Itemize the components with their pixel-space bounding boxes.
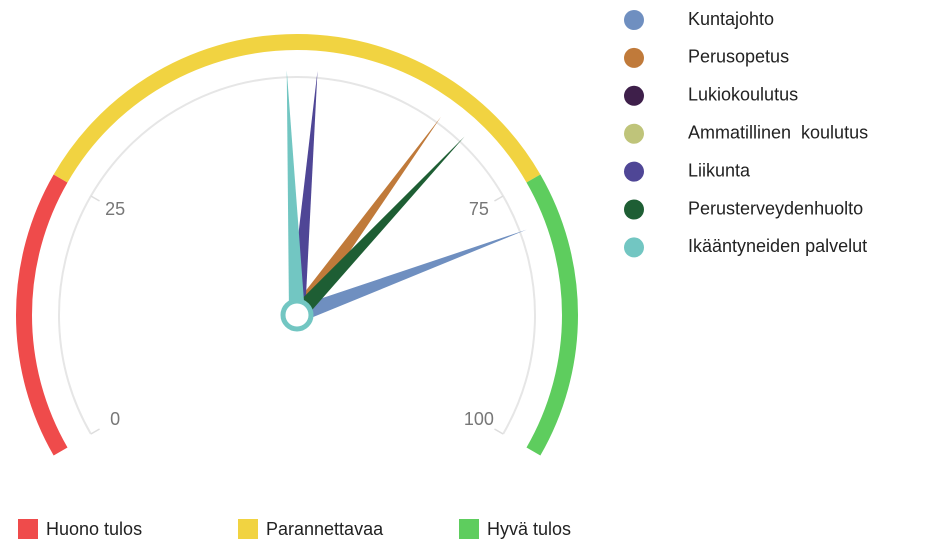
tick-mark	[494, 428, 504, 435]
tick-mark	[494, 195, 504, 202]
legend-marker	[624, 199, 644, 220]
legend-label: Perusopetus	[688, 47, 789, 67]
tick-label: 0	[110, 409, 120, 429]
legend-marker	[624, 85, 644, 106]
band-legend-label: Huono tulos	[46, 519, 142, 539]
band-legend-label: Parannettavaa	[266, 519, 384, 539]
needle	[290, 116, 442, 320]
scale-arc	[58, 76, 536, 435]
needle	[291, 136, 465, 321]
tick-mark	[90, 428, 100, 435]
legend-label: Liikunta	[688, 160, 751, 180]
tick-label: 75	[469, 199, 489, 219]
legend-label: Ikääntyneiden palvelut	[688, 236, 867, 256]
needle	[286, 70, 305, 316]
tick-label: 100	[464, 409, 494, 429]
needle	[294, 229, 527, 323]
legend-label: Perusterveydenhuolto	[688, 198, 863, 218]
legend-label: Ammatillinen koulutus	[688, 122, 868, 142]
band-legend-label: Hyvä tulos	[487, 519, 571, 539]
legend-label: Kuntajohto	[688, 9, 774, 29]
legend-marker	[624, 123, 644, 144]
band-legend-marker	[459, 519, 479, 539]
legend-marker	[624, 10, 644, 30]
tick-mark	[90, 195, 100, 202]
band	[526, 174, 578, 456]
legend-marker	[624, 47, 644, 68]
band	[53, 34, 541, 183]
legend-label: Lukiokoulutus	[688, 85, 798, 105]
tick-label: 25	[105, 199, 125, 219]
band	[16, 174, 68, 456]
legend-marker	[624, 237, 644, 258]
needle-pivot	[280, 298, 314, 332]
band-legend-marker	[238, 519, 258, 539]
legend-marker	[624, 161, 644, 182]
band-legend-marker	[18, 519, 38, 539]
